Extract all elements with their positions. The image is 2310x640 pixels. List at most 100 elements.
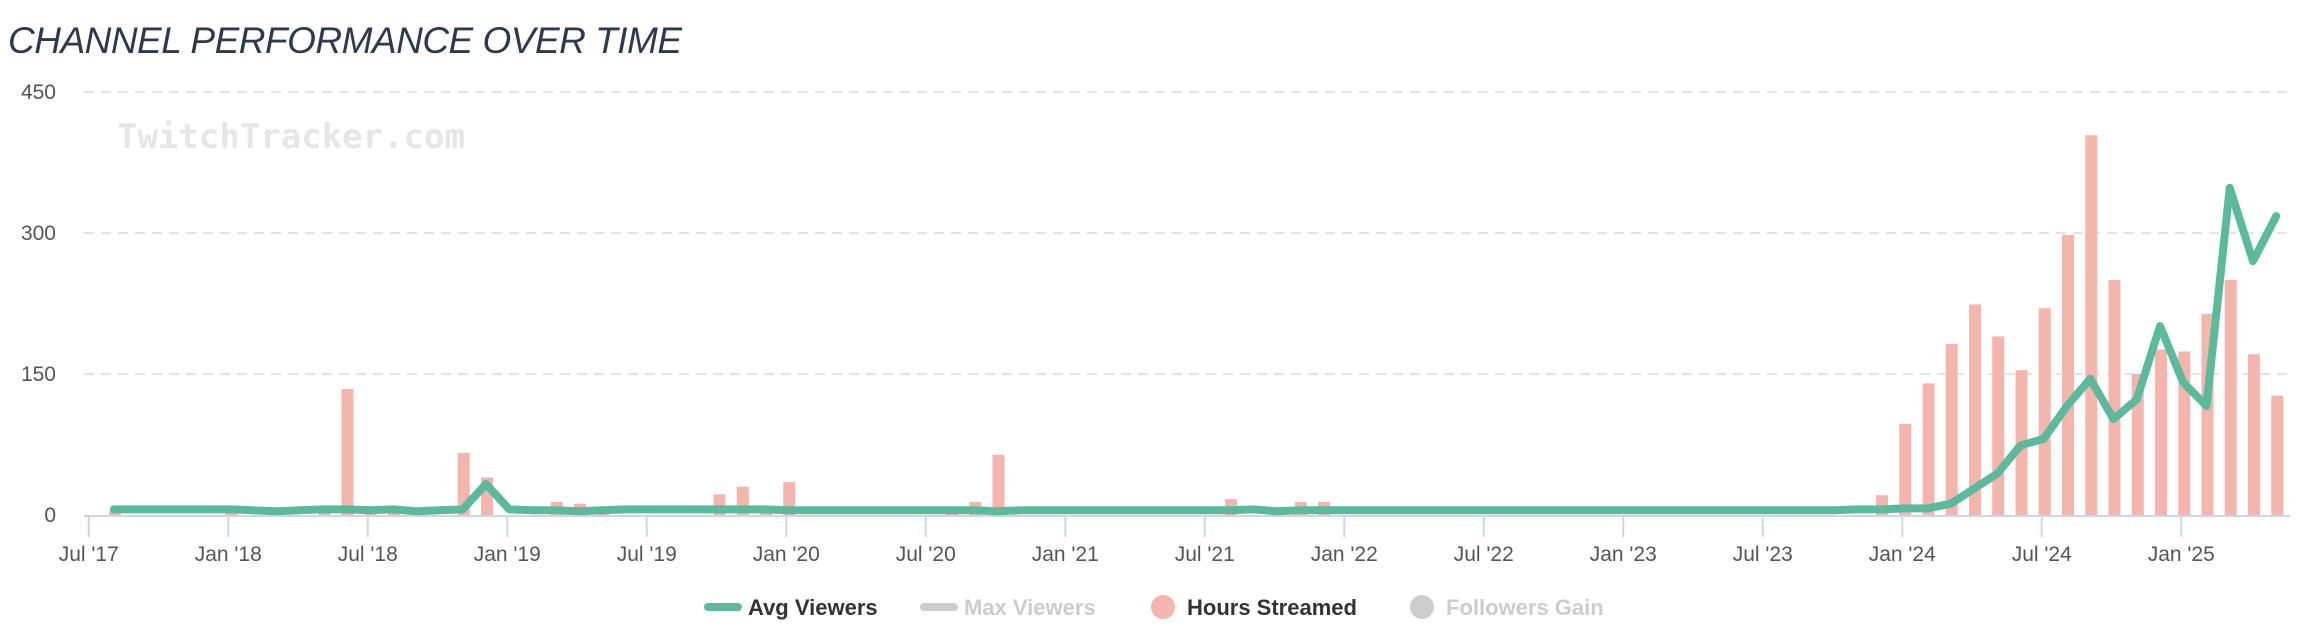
hours-streamed-bar[interactable] [2178,351,2191,515]
avg-viewers-point[interactable] [2272,212,2280,220]
hours-streamed-bar[interactable] [2108,280,2121,515]
avg-viewers-point[interactable] [2179,378,2187,386]
avg-viewers-point[interactable] [1040,506,1048,514]
avg-viewers-point[interactable] [436,506,444,514]
avg-viewers-point[interactable] [1947,500,1955,508]
avg-viewers-point[interactable] [1645,506,1653,514]
hours-streamed-bar[interactable] [1899,423,1912,515]
hours-streamed-bar[interactable] [1969,304,1981,515]
legend-item-avg-viewers[interactable]: Avg Viewers [704,595,878,620]
avg-viewers-point[interactable] [412,507,420,515]
avg-viewers-point[interactable] [691,505,699,513]
avg-viewers-point[interactable] [203,505,211,513]
hours-streamed-bar[interactable] [1945,343,1958,515]
avg-viewers-point[interactable] [738,505,746,513]
hours-streamed-bar[interactable] [341,389,354,515]
avg-viewers-point[interactable] [1854,505,1862,513]
avg-viewers-point[interactable] [808,506,816,514]
avg-viewers-point[interactable] [110,505,118,513]
avg-viewers-point[interactable] [180,505,188,513]
avg-viewers-point[interactable] [226,505,234,513]
avg-viewers-point[interactable] [924,506,932,514]
avg-viewers-point[interactable] [2226,184,2234,192]
avg-viewers-point[interactable] [1784,506,1792,514]
avg-viewers-point[interactable] [2063,402,2071,410]
avg-viewers-point[interactable] [2203,402,2211,410]
avg-viewers-point[interactable] [1203,506,1211,514]
avg-viewers-point[interactable] [575,507,583,515]
avg-viewers-point[interactable] [2156,322,2164,330]
avg-viewers-point[interactable] [250,506,258,514]
avg-viewers-point[interactable] [1342,506,1350,514]
avg-viewers-point[interactable] [1226,506,1234,514]
avg-viewers-point[interactable] [1621,506,1629,514]
avg-viewers-series-line[interactable] [110,183,2281,516]
legend-item-hours-streamed[interactable]: Hours Streamed [1151,595,1357,620]
avg-viewers-point[interactable] [2086,375,2094,383]
avg-viewers-point[interactable] [668,505,676,513]
avg-viewers-point[interactable] [784,506,792,514]
avg-viewers-point[interactable] [1435,506,1443,514]
hours-streamed-bar[interactable] [2224,280,2237,515]
avg-viewers-point[interactable] [1598,506,1606,514]
avg-viewers-point[interactable] [1063,506,1071,514]
avg-viewers-point[interactable] [1668,506,1676,514]
avg-viewers-point[interactable] [2040,435,2048,443]
avg-viewers-point[interactable] [761,505,769,513]
avg-viewers-point[interactable] [1249,505,1257,513]
legend-item-max-viewers[interactable]: Max Viewers [920,595,1096,620]
avg-viewers-point[interactable] [1714,506,1722,514]
avg-viewers-point[interactable] [1691,506,1699,514]
avg-viewers-point[interactable] [343,505,351,513]
avg-viewers-point[interactable] [1482,506,1490,514]
avg-viewers-point[interactable] [552,506,560,514]
avg-viewers-point[interactable] [1110,506,1118,514]
legend-item-followers-gain[interactable]: Followers Gain [1410,595,1604,620]
avg-viewers-point[interactable] [645,505,653,513]
avg-viewers-point[interactable] [1459,506,1467,514]
avg-viewers-point[interactable] [1412,506,1420,514]
avg-viewers-point[interactable] [1924,504,1932,512]
avg-viewers-point[interactable] [296,506,304,514]
avg-viewers-point[interactable] [1738,506,1746,514]
avg-viewers-point[interactable] [1575,506,1583,514]
hours-streamed-bar[interactable] [1922,383,1935,515]
avg-viewers-point[interactable] [970,506,978,514]
avg-viewers-point[interactable] [1156,506,1164,514]
hours-streamed-bar[interactable] [225,512,238,515]
avg-viewers-point[interactable] [1319,506,1327,514]
avg-viewers-point[interactable] [901,506,909,514]
hours-streamed-bar[interactable] [2155,349,2167,515]
avg-viewers-point[interactable] [994,507,1002,515]
avg-viewers-point[interactable] [1807,506,1815,514]
avg-viewers-point[interactable] [1180,506,1188,514]
avg-viewers-point[interactable] [877,506,885,514]
avg-viewers-point[interactable] [1877,505,1885,513]
avg-viewers-point[interactable] [622,505,630,513]
avg-viewers-point[interactable] [715,505,723,513]
avg-viewers-point[interactable] [2133,395,2141,403]
avg-viewers-point[interactable] [1133,506,1141,514]
avg-viewers-point[interactable] [1831,506,1839,514]
avg-viewers-point[interactable] [133,505,141,513]
hours-streamed-bar[interactable] [2085,135,2098,516]
hours-streamed-bar[interactable] [992,454,1005,515]
avg-viewers-point[interactable] [1505,506,1513,514]
avg-viewers-point[interactable] [1761,506,1769,514]
avg-viewers-point[interactable] [1087,506,1095,514]
avg-viewers-point[interactable] [459,505,467,513]
avg-viewers-point[interactable] [319,505,327,513]
hours-streamed-bar[interactable] [2248,354,2260,515]
avg-viewers-point[interactable] [505,505,513,513]
avg-viewers-point[interactable] [157,505,165,513]
avg-viewers-point[interactable] [1017,506,1025,514]
avg-viewers-point[interactable] [1993,470,2001,478]
avg-viewers-point[interactable] [1366,506,1374,514]
avg-viewers-point[interactable] [482,480,490,488]
avg-viewers-point[interactable] [854,506,862,514]
avg-viewers-point[interactable] [1273,507,1281,515]
avg-viewers-point[interactable] [389,505,397,513]
avg-viewers-point[interactable] [947,506,955,514]
avg-viewers-point[interactable] [529,506,537,514]
avg-viewers-point[interactable] [598,506,606,514]
